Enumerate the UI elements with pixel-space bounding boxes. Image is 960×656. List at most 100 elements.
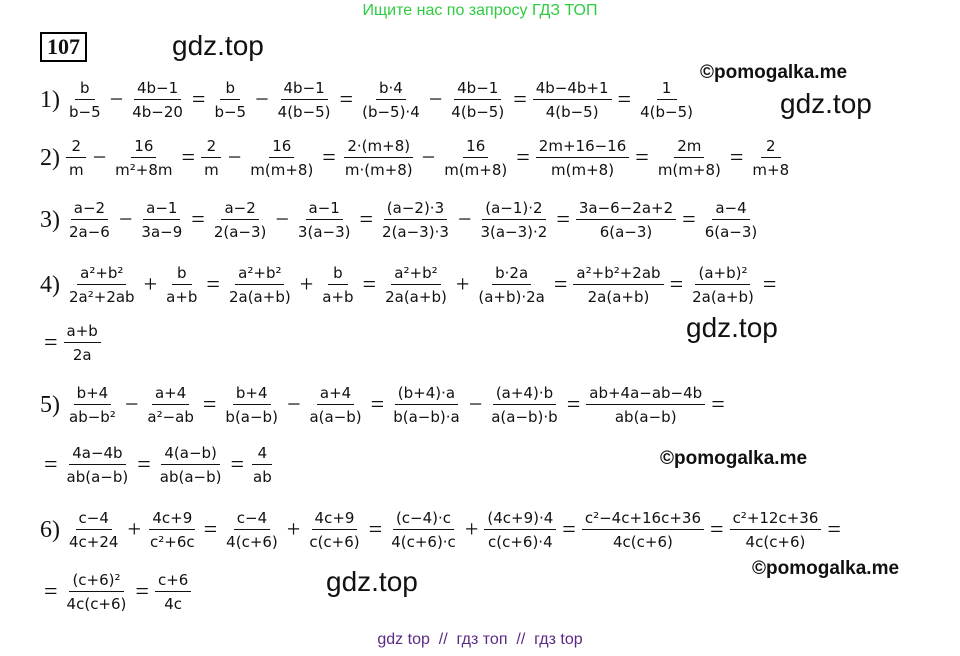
math-line: = 4a−4b ab(a−b) = 4(a−b) ab(a−b) = 4 ab — [40, 444, 277, 486]
numerator: 2 — [760, 137, 781, 158]
fraction: a−2 2a−6 — [64, 199, 115, 241]
denominator: c(c+6)·4 — [488, 533, 553, 551]
denominator: b(a−b)·a — [393, 408, 460, 426]
denominator: a+b — [166, 288, 198, 306]
problem-number: 107 — [40, 32, 87, 62]
denominator: 4c+24 — [69, 533, 119, 551]
denominator: 6(a−3) — [599, 223, 653, 241]
denominator: 4(b−5) — [545, 103, 599, 121]
fraction: (a+b)² 2a(a+b) — [687, 264, 759, 306]
denominator: 4b−20 — [132, 103, 183, 121]
operator: = — [556, 206, 570, 233]
numerator: 4c+9 — [311, 509, 358, 530]
fraction: a²+b²+2ab 2a(a+b) — [571, 264, 665, 306]
operator: = — [203, 516, 218, 543]
operator: + — [455, 271, 470, 298]
fraction: (a−1)·2 3(a−3)·2 — [475, 199, 552, 241]
fraction: c²−4c+16c+36 4c(c+6) — [580, 509, 706, 551]
numerator: 4b−4b+1 — [532, 79, 612, 100]
operator: = — [635, 144, 649, 171]
operator: − — [275, 206, 289, 233]
operator: − — [118, 206, 133, 233]
fraction: a−1 3(a−3) — [293, 199, 356, 241]
fraction: a²+b² 2a²+2ab — [64, 264, 140, 306]
denominator: m — [204, 161, 219, 179]
denominator: 4(b−5) — [277, 103, 331, 121]
operator: = — [370, 391, 385, 418]
denominator: 2(a−3)·3 — [382, 223, 449, 241]
numerator: 2 — [201, 137, 222, 158]
operator: = — [368, 516, 383, 543]
denominator: m — [69, 161, 84, 179]
denominator: 2a — [72, 346, 92, 364]
operator: = — [762, 271, 777, 298]
numerator: 4c+9 — [149, 509, 196, 530]
numerator: (a+b)² — [695, 264, 751, 285]
numerator: 2 — [66, 137, 87, 158]
fraction: c−4 4(c+6) — [221, 509, 283, 551]
operator: − — [468, 391, 483, 418]
denominator: m²+8m — [115, 161, 173, 179]
denominator: 3a−9 — [141, 223, 183, 241]
numerator: a−2 — [221, 199, 259, 220]
numerator: 4a−4b — [69, 444, 126, 465]
numerator: (b+4)·a — [394, 384, 459, 405]
numerator: (a−1)·2 — [482, 199, 546, 220]
watermark: gdz.top — [172, 30, 264, 61]
numerator: (c+6)² — [69, 571, 124, 592]
fraction: c+6 4c — [153, 571, 193, 613]
numerator: a²+b² — [391, 264, 441, 285]
fraction: b·4 (b−5)·4 — [357, 79, 425, 121]
fraction: 2m+16−16 m(m+8) — [534, 137, 631, 179]
operator: = — [827, 516, 841, 543]
operator: = — [516, 144, 530, 171]
fraction: 16 m(m+8) — [439, 137, 512, 179]
denominator: b−5 — [214, 103, 247, 121]
operator: = — [682, 206, 696, 233]
fraction: (c−4)·c 4(c+6)·c — [386, 509, 461, 551]
numerator: a−1 — [143, 199, 181, 220]
operator: − — [92, 144, 107, 171]
item-label: 1) — [40, 86, 60, 113]
numerator: (a−2)·3 — [383, 199, 448, 220]
operator: + — [299, 271, 314, 298]
denominator: 2a(a+b) — [385, 288, 447, 306]
fraction: 4b−4b+1 4(b−5) — [531, 79, 614, 121]
operator: = — [181, 144, 196, 171]
operator: = — [202, 391, 217, 418]
fraction: b+4 b(a−b) — [220, 384, 283, 426]
fraction: 2·(m+8) m·(m+8) — [340, 137, 418, 179]
numerator: a²+b² — [77, 264, 127, 285]
fraction: 16 m(m+8) — [245, 137, 318, 179]
watermark: ©pomogalka.me — [700, 62, 848, 83]
numerator: c²−4c+16c+36 — [581, 509, 705, 530]
denominator: 2(a−3) — [213, 223, 267, 241]
math-line: 3) a−2 2a−6− a−1 3a−9 = a−2 2(a−3) − a−1 3(a−3) = (a… — [40, 199, 762, 241]
numerator: 1 — [656, 79, 677, 100]
item-label: 3) — [40, 206, 60, 233]
numerator: c+6 — [154, 571, 192, 592]
fraction: 2 m+8 — [747, 137, 794, 179]
numerator: b — [220, 79, 241, 100]
denominator: 4c(c+6) — [745, 533, 806, 551]
fraction: a−2 2(a−3) — [209, 199, 272, 241]
operator: − — [421, 144, 436, 171]
fraction: b a+b — [317, 264, 358, 306]
fraction: a²+b² 2a(a+b) — [224, 264, 296, 306]
denominator: 4c(c+6) — [66, 595, 127, 613]
denominator: 2a(a+b) — [692, 288, 754, 306]
operator: = — [710, 516, 724, 543]
fraction: a+4 a(a−b) — [304, 384, 366, 426]
denominator: a(a−b) — [309, 408, 362, 426]
fraction: 4b−1 4(b−5) — [273, 79, 336, 121]
math-line: 5) b+4 ab−b² − a+4 a²−ab = b+4 b(a−b) − a+4 a(a−b) =… — [40, 384, 729, 426]
watermark: gdz.top — [326, 566, 418, 597]
numerator: 16 — [131, 137, 157, 158]
numerator: c−4 — [233, 509, 271, 530]
denominator: 2a−6 — [69, 223, 110, 241]
numerator: (c−4)·c — [392, 509, 455, 530]
operator: − — [286, 391, 301, 418]
fraction: (a−2)·3 2(a−3)·3 — [377, 199, 454, 241]
fraction: b·2a (a+b)·2a — [473, 264, 550, 306]
